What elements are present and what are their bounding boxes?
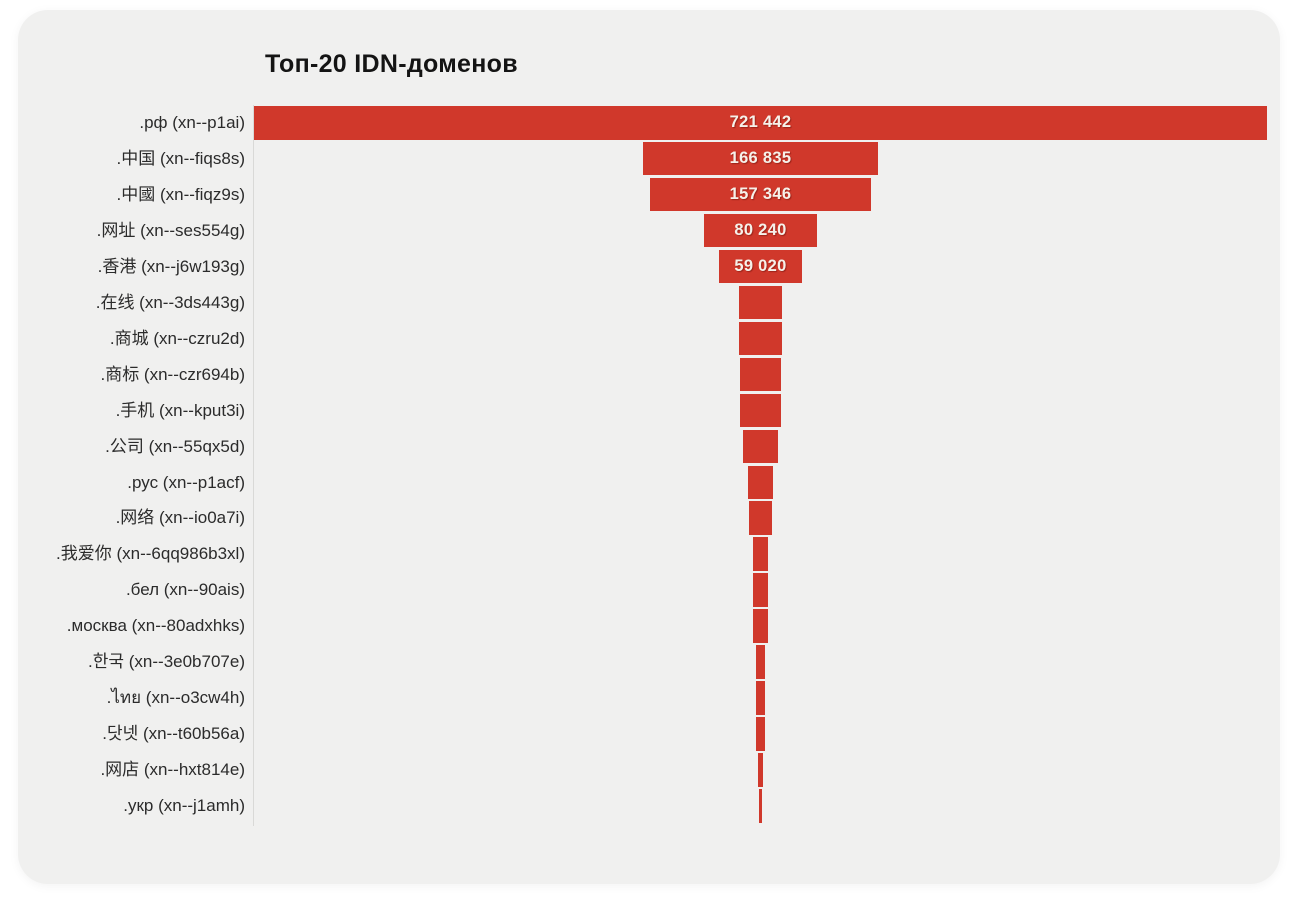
- bar: [743, 429, 778, 464]
- bar: [747, 465, 774, 499]
- bar: 721 442: [254, 106, 1267, 140]
- bar: [752, 537, 768, 571]
- bar: [755, 681, 766, 715]
- category-label: .商标 (xn--czr694b): [100, 364, 245, 384]
- bar-value-label: 157 346: [729, 185, 792, 204]
- category-axis-line: [253, 105, 254, 826]
- bar: [738, 285, 783, 320]
- bar: 59 020: [719, 249, 802, 284]
- bar: 166 835: [643, 141, 878, 176]
- category-label: .我爱你 (xn--6qq986b3xl): [56, 544, 245, 564]
- bar-value-label: 166 835: [729, 149, 792, 168]
- category-label: .中国 (xn--fiqs8s): [116, 148, 245, 168]
- bar: [739, 321, 782, 356]
- bar: [753, 609, 768, 643]
- bar-value-label: 721 442: [729, 113, 792, 132]
- bar-value-label: 59 020: [734, 257, 787, 276]
- category-label: .商城 (xn--czru2d): [109, 328, 245, 348]
- bar: [739, 357, 781, 392]
- category-label: .рус (xn--p1acf): [127, 472, 245, 492]
- chart-title: Топ-20 IDN-доменов: [265, 50, 518, 78]
- bar: [748, 501, 773, 535]
- category-label: .在线 (xn--3ds443g): [95, 292, 245, 312]
- bar: [758, 789, 763, 823]
- category-label: .公司 (xn--55qx5d): [105, 436, 245, 456]
- bar-value-label: 80 240: [734, 221, 787, 240]
- bar: 157 346: [650, 177, 871, 212]
- category-label: .москва (xn--80adxhks): [66, 616, 245, 636]
- bar: [755, 645, 766, 679]
- bar: [756, 717, 765, 751]
- category-label: .닷넷 (xn--t60b56a): [102, 724, 245, 744]
- category-label: .手机 (xn--kput3i): [115, 400, 245, 420]
- category-label: .укр (xn--j1amh): [123, 796, 245, 816]
- category-label: .网店 (xn--hxt814e): [100, 760, 245, 780]
- category-label: .рф (xn--p1ai): [139, 113, 245, 132]
- bar-chart-plot-area: .рф (xn--p1ai) 721 442 .中国 (xn--fiqs8s) 166…: [0, 105, 1294, 830]
- bar: 80 240: [704, 213, 817, 248]
- category-label: .中國 (xn--fiqz9s): [116, 184, 245, 204]
- bar: [758, 753, 763, 787]
- category-label: .香港 (xn--j6w193g): [97, 256, 245, 276]
- category-label: .网址 (xn--ses554g): [96, 220, 245, 240]
- bar: [740, 393, 781, 428]
- category-label: .ไทย (xn--o3cw4h): [106, 688, 245, 708]
- category-label: .网络 (xn--io0a7i): [115, 508, 245, 528]
- category-label: .бел (xn--90ais): [125, 580, 245, 600]
- bar: [753, 573, 768, 607]
- category-label: .한국 (xn--3e0b707e): [88, 652, 245, 672]
